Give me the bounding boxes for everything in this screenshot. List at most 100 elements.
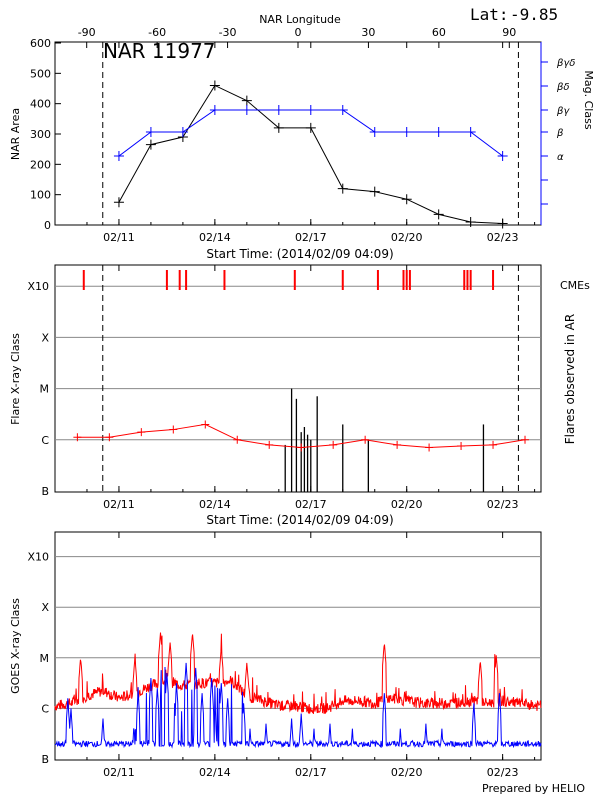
panel1-xlabel: Start Time: (2014/02/09 04:09) — [206, 247, 393, 261]
top-axis-label: NAR Longitude — [259, 13, 341, 26]
nar-area-point — [433, 209, 444, 220]
flare-class-ylabel: Flare X-ray Class — [9, 333, 22, 425]
p3-ytick-label: X10 — [27, 551, 49, 564]
nar-area-point — [465, 216, 476, 227]
p2-xtick-label: 02/17 — [295, 498, 327, 511]
mag-class-point — [433, 127, 444, 137]
p2-xtick-label: 02/11 — [103, 498, 135, 511]
p3-ytick-label: B — [41, 753, 49, 766]
nar-area-point — [209, 80, 220, 91]
mag-class-point — [401, 127, 412, 137]
mag-class-point — [145, 127, 156, 137]
mag-class-point — [497, 151, 508, 161]
flare-avg-point — [233, 435, 242, 444]
lat-value: -9.85 — [510, 5, 558, 24]
p1-top-tick-label: -30 — [219, 26, 237, 39]
nar-area-point — [273, 122, 284, 133]
nar-area-point — [369, 186, 380, 197]
nar-area-ylabel: NAR Area — [9, 108, 22, 160]
p1-xtick-label: 02/14 — [199, 231, 231, 244]
mag-class-point — [465, 127, 476, 137]
p1-mag-tick-label: βγ — [556, 106, 570, 117]
p3-xtick-label: 02/23 — [487, 766, 519, 779]
panel-nar-area: NAR Longitude Lat: -9.85 NAR 11977 NAR A… — [9, 5, 595, 261]
p2-ytick-label: X10 — [27, 280, 49, 293]
p1-top-tick-label: 30 — [361, 26, 375, 39]
panel2-xlabel: Start Time: (2014/02/09 04:09) — [206, 513, 393, 527]
nar-area-point — [497, 218, 508, 229]
p3-xtick-label: 02/17 — [295, 766, 327, 779]
p1-xtick-label: 02/23 — [487, 231, 519, 244]
flare-avg-point — [265, 440, 274, 449]
flare-avg-point — [105, 433, 114, 442]
mag-class-point — [209, 105, 220, 115]
p1-ytick-label: 0 — [44, 219, 51, 232]
p1-ytick-label: 600 — [30, 37, 51, 50]
p2-ytick-label: C — [41, 434, 49, 447]
mag-class-point — [369, 127, 380, 137]
nar-area-point — [145, 139, 156, 150]
p2-xtick-label: 02/23 — [487, 498, 519, 511]
flare-avg-point — [329, 440, 338, 449]
p1-mag-tick-label: βγδ — [556, 58, 575, 69]
p3-xtick-label: 02/11 — [103, 766, 135, 779]
p1-xtick-label: 02/20 — [391, 231, 423, 244]
region-title: NAR 11977 — [103, 39, 216, 63]
lat-label: Lat: — [470, 5, 509, 24]
flare-avg-point — [169, 425, 178, 434]
flare-avg-point — [489, 440, 498, 449]
mag-class-point — [305, 105, 316, 115]
p1-ytick-label: 100 — [30, 189, 51, 202]
flare-avg-point — [73, 433, 82, 442]
goes-long-line — [54, 632, 542, 715]
flare-avg-point — [201, 420, 210, 429]
flare-avg-point — [521, 435, 530, 444]
p3-xtick-label: 02/20 — [391, 766, 423, 779]
p1-top-tick-label: -90 — [78, 26, 96, 39]
flare-avg-point — [137, 428, 146, 437]
flare-avg-point — [297, 443, 306, 452]
goes-short-line — [54, 662, 542, 749]
p1-ytick-label: 200 — [30, 158, 51, 171]
goes-class-ylabel: GOES X-ray Class — [9, 598, 22, 694]
p1-mag-tick-label: βδ — [556, 82, 570, 93]
mag-class-point — [241, 105, 252, 115]
mag-class-point — [337, 105, 348, 115]
flare-avg-point — [457, 441, 466, 450]
p1-top-tick-label: 60 — [432, 26, 446, 39]
credit-text: Prepared by HELIO — [482, 782, 585, 795]
p1-top-tick-label: 90 — [502, 26, 516, 39]
p1-xtick-label: 02/11 — [103, 231, 135, 244]
p2-ytick-label: X — [41, 331, 49, 344]
p3-ytick-label: M — [40, 652, 50, 665]
panel3-frame — [54, 531, 542, 761]
p1-xtick-label: 02/17 — [295, 231, 327, 244]
p1-ytick-label: 400 — [30, 98, 51, 111]
mag-class-point — [177, 127, 188, 137]
mag-class-ylabel: Mag. Class — [582, 70, 595, 129]
panel1-frame — [54, 41, 542, 226]
p1-mag-tick-label: β — [556, 128, 564, 139]
panel2-frame — [54, 264, 542, 493]
panel-goes: GOES X-ray Class Prepared by HELIO B C M X X… — [9, 531, 585, 795]
nar-area-point — [305, 122, 316, 133]
flare-avg-point — [361, 435, 370, 444]
nar-area-point — [401, 194, 412, 205]
mag-class-point — [273, 105, 284, 115]
panel-flares: Flare X-ray Class Flares observed in AR … — [9, 264, 590, 527]
p2-ytick-label: B — [41, 485, 49, 498]
flares-observed-ylabel: Flares observed in AR — [563, 314, 577, 444]
nar-area-point — [241, 95, 252, 106]
p1-top-tick-label: 0 — [295, 26, 302, 39]
cmes-label: CMEs — [560, 279, 590, 292]
p2-xtick-label: 02/14 — [199, 498, 231, 511]
p1-mag-tick-label: α — [557, 152, 564, 163]
p1-ytick-label: 500 — [30, 67, 51, 80]
p1-top-tick-label: -60 — [148, 26, 166, 39]
p3-xtick-label: 02/14 — [199, 766, 231, 779]
flare-avg-point — [425, 443, 434, 452]
p1-ytick-label: 300 — [30, 128, 51, 141]
p3-ytick-label: C — [41, 702, 49, 715]
mag-class-line — [118, 109, 503, 157]
